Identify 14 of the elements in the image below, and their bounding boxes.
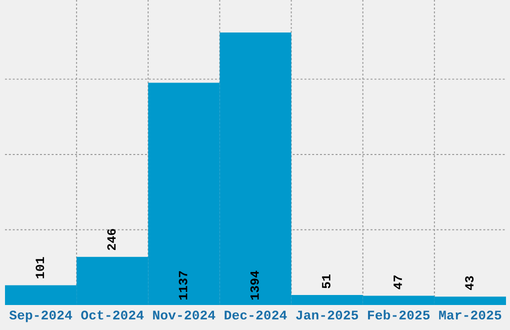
x-tick-label: Dec-2024	[224, 310, 287, 320]
data-label: 101	[36, 257, 44, 278]
x-tick-label: Mar-2025	[439, 310, 502, 320]
x-tick-label: Oct-2024	[81, 310, 144, 320]
data-label: 43	[465, 276, 474, 290]
x-tick-label: Jan-2025	[296, 310, 358, 320]
data-label: 246	[107, 228, 116, 250]
x-tick-label: Nov-2024	[153, 310, 216, 320]
x-tick-label: Sep-2024	[9, 310, 72, 322]
data-label: 1137	[178, 271, 188, 300]
data-label: 51	[322, 274, 330, 288]
data-label: 1394	[250, 270, 259, 300]
x-tick-label: Feb-2025	[368, 310, 430, 320]
data-label: 47	[394, 276, 402, 290]
